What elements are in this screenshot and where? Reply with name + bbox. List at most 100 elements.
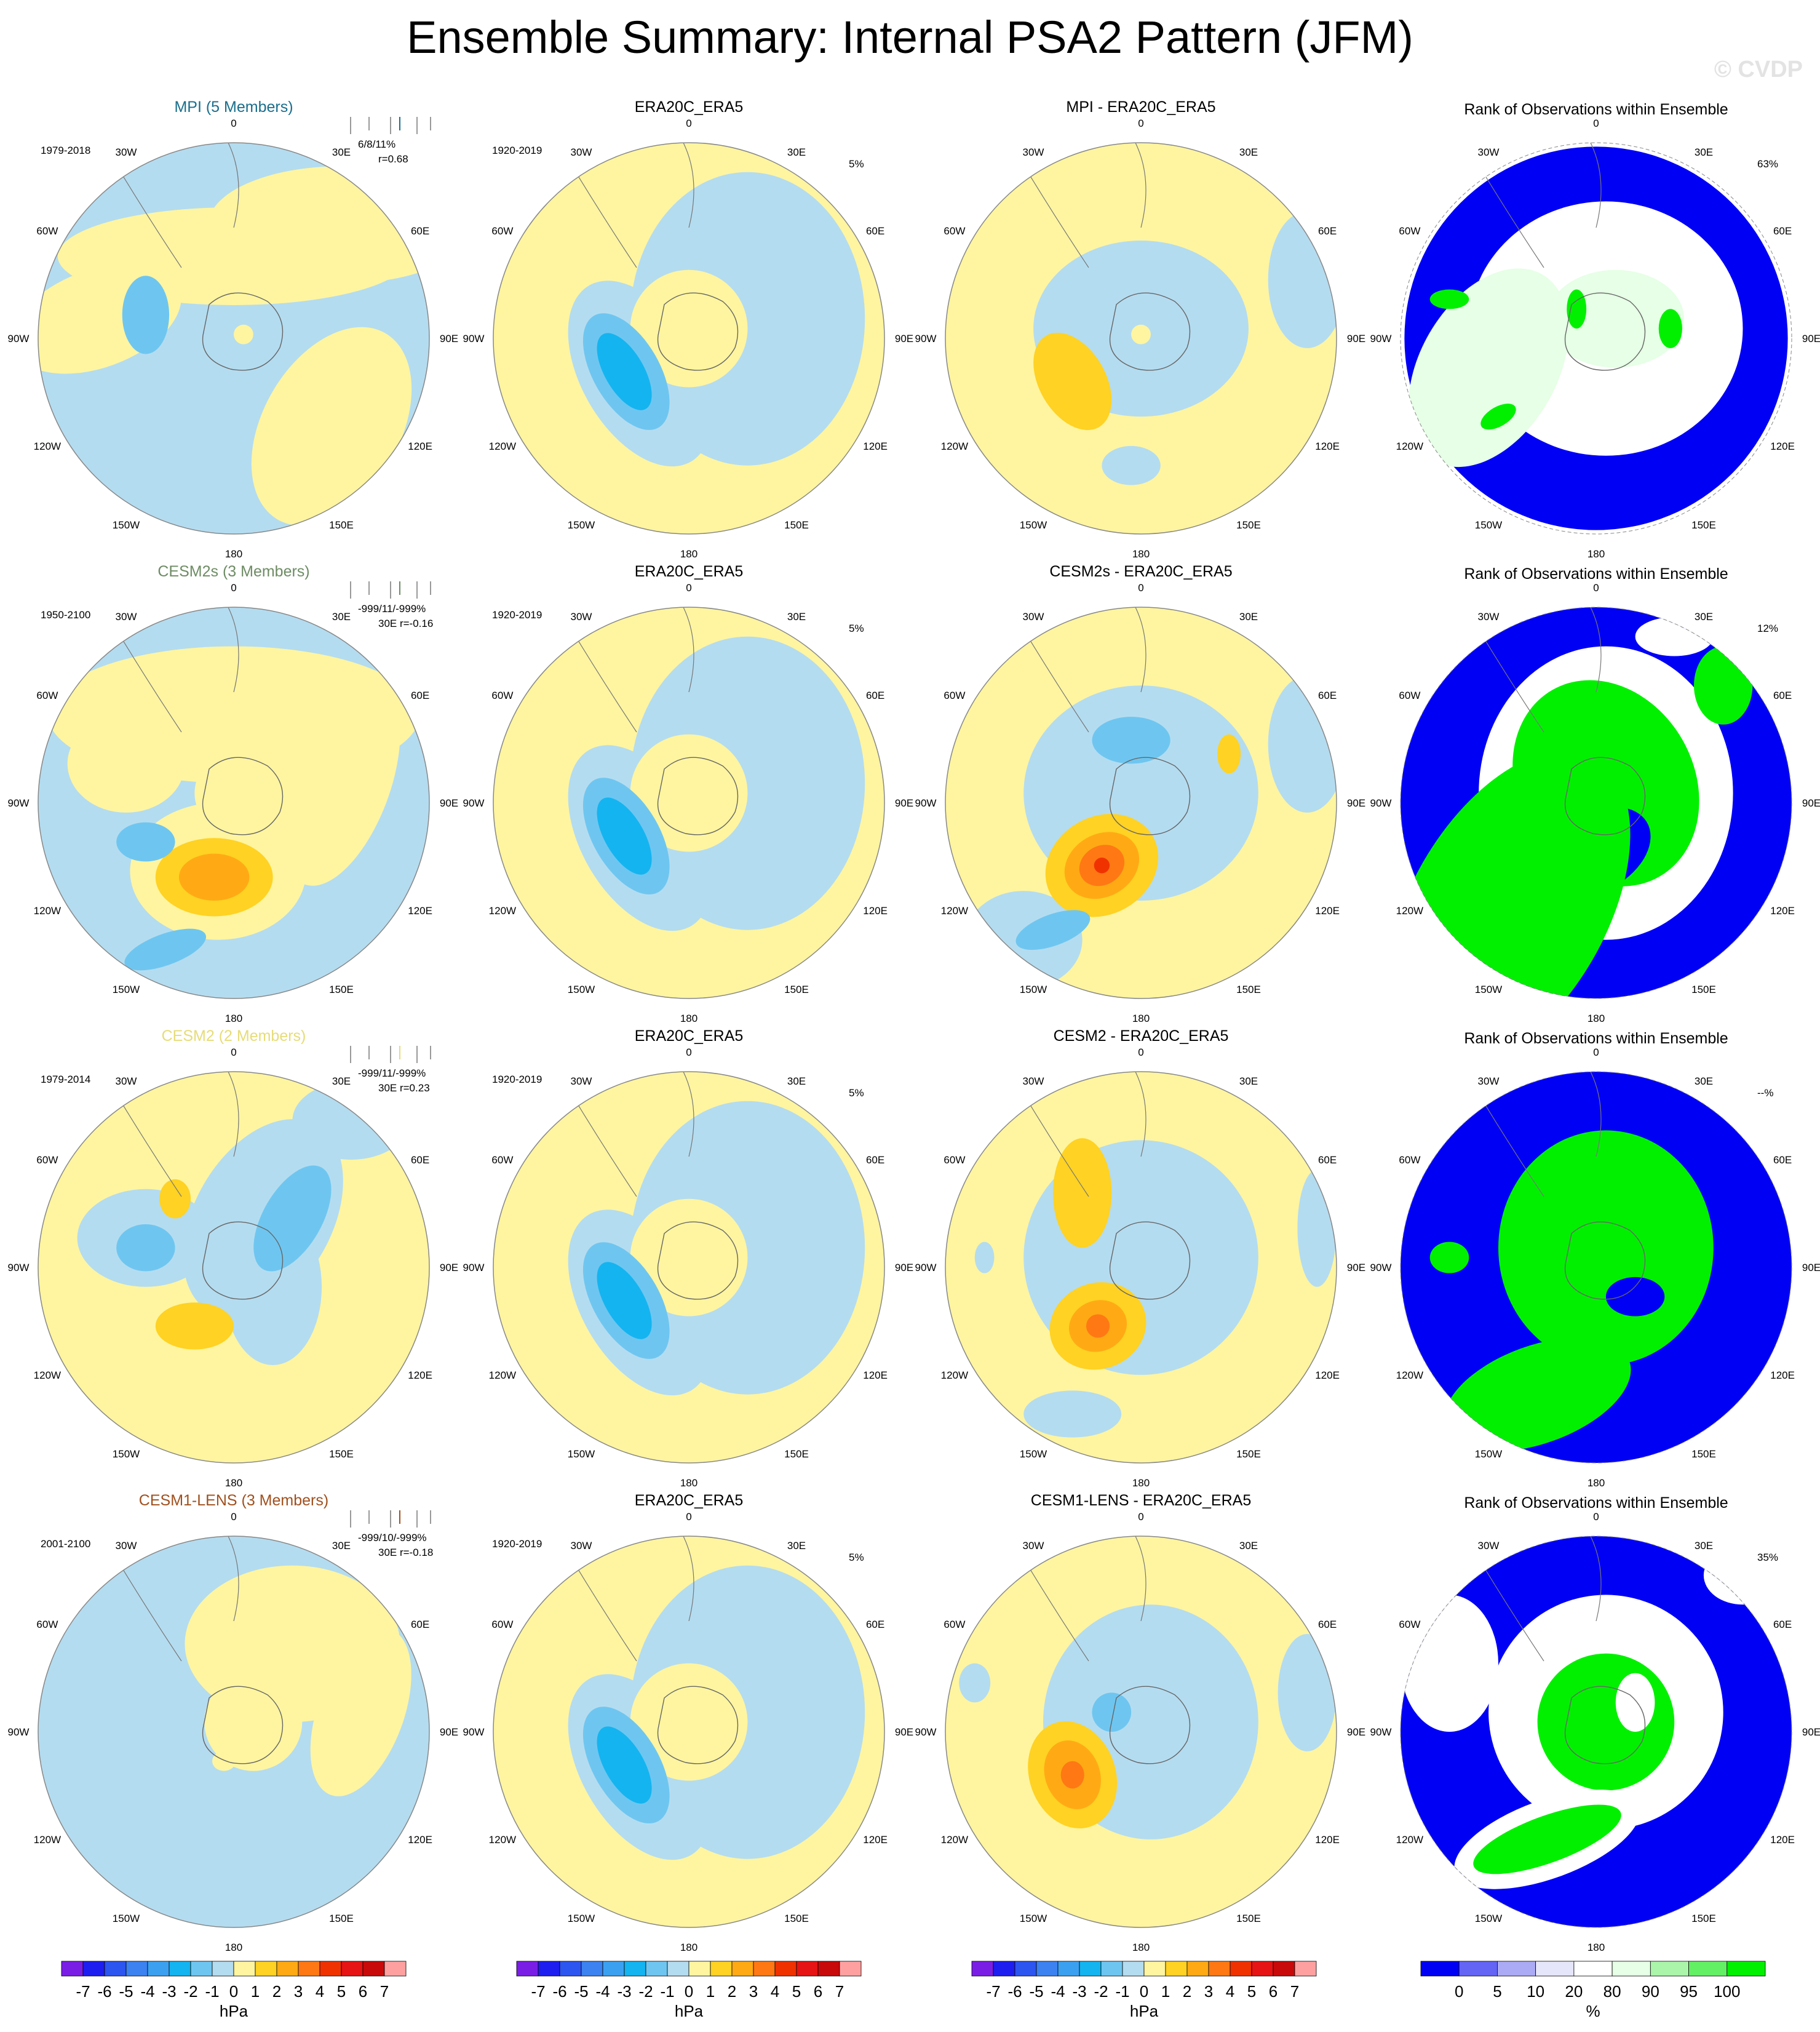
stats-label: r=0.68 [378, 153, 408, 165]
longitude-label: 120W [941, 905, 968, 917]
colorbar-swatch [1420, 1961, 1460, 1977]
colorbar-swatch [147, 1961, 170, 1977]
polar-map: 0 30E 60E 90E 120E 150E 180 150W 120W 90W 60W 30W 19… [8, 581, 458, 1024]
colorbar-swatch [731, 1961, 754, 1977]
longitude-label: 150W [568, 984, 595, 995]
period-label: 1920-2019 [492, 609, 542, 621]
colorbar-swatch [1079, 1961, 1102, 1977]
colorbar-tick-label: -1 [660, 1982, 674, 2001]
longitude-label: 30W [571, 1540, 592, 1552]
longitude-label: 150E [1691, 984, 1716, 995]
longitude-label: 150W [1020, 1913, 1047, 1924]
longitude-label: 60E [1318, 1619, 1337, 1630]
colorbar-tick-label: -6 [1007, 1982, 1022, 2001]
longitude-label: 60W [944, 690, 965, 701]
colorbar-swatch [602, 1961, 625, 1977]
longitude-label: 60W [36, 1619, 58, 1630]
colorbar-swatch [645, 1961, 668, 1977]
colorbar-swatch [993, 1961, 1015, 1977]
contour-region [597, 797, 652, 875]
panel-rank-row2: Rank of Observations within Ensemble 0 30E… [1370, 563, 1820, 1030]
colorbar-tick-label: 7 [380, 1982, 389, 2001]
longitude-label: 30E [787, 146, 806, 158]
coastline [1564, 292, 1646, 371]
longitude-label: 0 [686, 1511, 691, 1523]
longitude-label: 150E [329, 1448, 354, 1460]
contour-region [1094, 858, 1110, 874]
longitude-label: 90W [463, 1726, 485, 1738]
contour-region [597, 1726, 652, 1804]
colorbar-tick-label: 7 [1290, 1982, 1299, 2001]
longitude-label: 0 [1138, 1511, 1143, 1523]
panel-rank-row1: Rank of Observations within Ensemble 0 30E… [1370, 98, 1820, 566]
colorbar-swatch [688, 1961, 711, 1977]
colorbar-tick-label: 1 [251, 1982, 260, 2001]
longitude-label: 120E [408, 1369, 432, 1381]
contour-region [1429, 289, 1469, 309]
percent-label: 5% [849, 1552, 864, 1563]
colorbar-hpa-2: -7 -6 -5 -4 -3 -2 -1 0 1 2 3 4 5 6 7 hPa [516, 1961, 862, 2032]
colorbar-swatch [710, 1961, 733, 1977]
colorbar-tick-label: 0 [229, 1982, 238, 2001]
longitude-label: 120E [863, 1369, 888, 1381]
colorbar-tick-label: 0 [685, 1982, 693, 2001]
contour-region [57, 207, 410, 305]
longitude-label: 150E [1236, 1448, 1261, 1460]
longitude-label: 150E [1691, 519, 1716, 531]
longitude-label: 90E [895, 333, 913, 345]
colorbar-swatch [796, 1961, 819, 1977]
panel-obs-row2: ERA20C_ERA5 0 30E 60E 90E 120E 150E 180 150W 120W… [463, 563, 914, 1030]
colorbar-swatch [1100, 1961, 1123, 1977]
panel-title: CESM2 - ERA20C_ERA5 [1053, 1027, 1229, 1045]
longitude-label: 30W [1478, 1540, 1500, 1552]
colorbar-swatch [753, 1961, 776, 1977]
colorbar-swatch [559, 1961, 582, 1977]
contour-region [1694, 646, 1753, 725]
contour-region [204, 1673, 303, 1771]
longitude-label: 0 [1138, 118, 1143, 129]
longitude-label: 30E [1695, 1540, 1713, 1552]
colorbar-swatch [1186, 1961, 1209, 1977]
longitude-label: 60E [866, 1619, 884, 1630]
longitude-label: 60W [944, 1154, 965, 1166]
longitude-label: 60W [491, 1154, 513, 1166]
longitude-label: 90E [895, 797, 913, 809]
colorbar-tick-label: 10 [1527, 1982, 1544, 2001]
colorbar-tick-label: -1 [205, 1982, 219, 2001]
longitude-label: 150W [113, 1448, 140, 1460]
colorbar-tick-label: -4 [1051, 1982, 1065, 2001]
colorbar-tick-label: 4 [771, 1982, 779, 2001]
percent-label: --% [1757, 1087, 1773, 1099]
colorbar-swatch [362, 1961, 385, 1977]
contour-region [194, 744, 312, 842]
longitude-label: 90W [8, 1262, 30, 1273]
colorbar-tick-label: 6 [814, 1982, 822, 2001]
percent-label: 63% [1757, 158, 1778, 170]
contour-region [974, 1241, 995, 1273]
colorbar-tick-label: -3 [162, 1982, 176, 2001]
colorbar-swatch [1165, 1961, 1188, 1977]
colorbar-tick-label: 1 [1161, 1982, 1170, 2001]
longitude-label: 0 [1593, 1511, 1599, 1523]
colorbar-swatch [1143, 1961, 1166, 1977]
longitude-label: 90W [8, 333, 30, 345]
longitude-label: 120W [1396, 1369, 1423, 1381]
contour-region [124, 928, 207, 971]
panel-title: ERA20C_ERA5 [634, 1027, 744, 1045]
longitude-label: 60E [866, 1154, 884, 1166]
panel-title: MPI (5 Members) [174, 98, 293, 116]
colorbar-swatch [190, 1961, 213, 1977]
panel-rank-row3: Rank of Observations within Ensemble 0 30E… [1370, 1027, 1820, 1495]
longitude-label: 0 [231, 118, 236, 129]
longitude-label: 60E [866, 225, 884, 237]
contour-region [1444, 1337, 1631, 1452]
longitude-label: 120W [489, 905, 516, 917]
longitude-label: 120E [408, 1834, 432, 1846]
longitude-label: 30E [1695, 146, 1713, 158]
longitude-label: 150W [568, 519, 595, 531]
coastline [1109, 1686, 1191, 1764]
longitude-label: 120W [1396, 440, 1423, 452]
longitude-label: 60W [1399, 1154, 1420, 1166]
colorbar-swatch [1611, 1961, 1651, 1977]
longitude-label: 60W [36, 1154, 58, 1166]
